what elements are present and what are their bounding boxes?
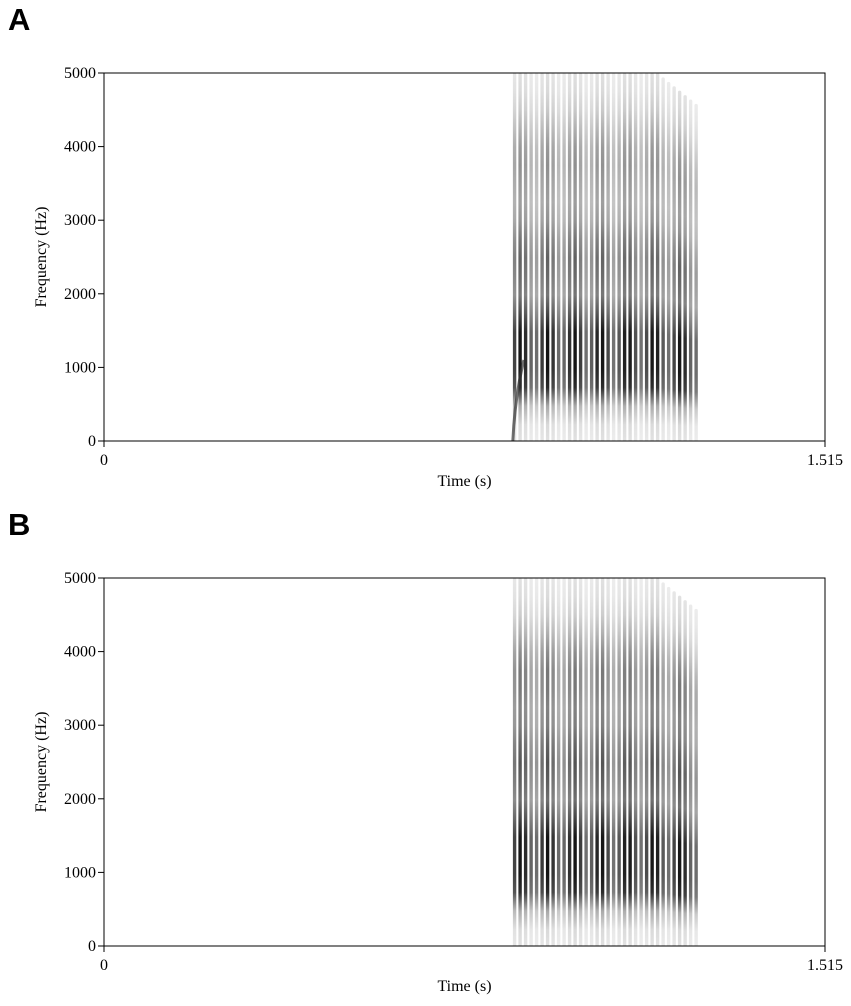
spectrogram-pulse [694,608,698,946]
spectrogram-pulse [589,73,594,441]
spectrogram-pulse [518,73,522,441]
spectrogram-pulse [518,578,522,946]
panel-label: A [8,2,31,37]
plot-frame [103,72,826,442]
spectrogram-pulse [650,578,654,946]
spectrogram-pulse [556,578,561,946]
spectrogram-pulse [677,595,682,946]
spectrogram-pulse [551,578,555,946]
spectrogram-pulse [661,582,665,946]
y-tick-label: 4000 [64,139,96,156]
spectrogram-pulse [650,73,654,441]
y-axis-title: Frequency (Hz) [33,207,50,308]
spectrogram-pulse [677,90,682,441]
spectrogram-pulse [595,73,599,441]
spectrogram-pulse [567,578,572,946]
spectrogram-pulse [644,73,649,441]
panel-b: B 0 1000 2000 3000 4000 5000 0 1.515 Time (s) Fre… [0,505,851,1006]
spectrogram-pulse [611,578,616,946]
spectrogram-pulse [545,73,550,441]
spectrogram-pulse [540,578,544,946]
y-tick-label: 0 [88,938,96,955]
spectrogram-pulse [606,578,610,946]
x-tick-label: 1.515 [807,957,843,974]
spectrogram-pulse [617,73,621,441]
spectrogram-chart: 0 1000 2000 3000 4000 5000 0 1.515 Time (s) Frequ… [33,570,843,995]
spectrogram-pulse [573,73,577,441]
spectrogram-pulse [529,73,533,441]
spectrogram-pulse [556,73,561,441]
spectrogram-pulse [545,578,550,946]
spectrogram-pulse [611,73,616,441]
spectrogram-pulse [534,73,539,441]
y-axis-title: Frequency (Hz) [33,712,50,813]
panel-label: B [8,507,31,542]
spectrogram-pulse [578,578,583,946]
spectrogram-pulse [523,578,528,946]
spectrogram-pulse [562,578,566,946]
spectrogram-pulse [639,73,643,441]
spectrogram-pulse [578,73,583,441]
spectrogram-pulse [551,73,555,441]
spectrogram-pulse [628,578,632,946]
spectrogram-pulse [661,77,665,441]
spectrogram-pulse [622,73,627,441]
spectrogram-pulse [666,81,671,441]
spectrogram-pulse [628,73,632,441]
spectrogram-pulse [600,73,605,441]
spectrogram-pulse [633,578,638,946]
spectrogram-pulse [584,73,588,441]
spectrogram-pulse [666,586,671,946]
y-tick-label: 2000 [64,791,96,808]
spectrogram-pulses [511,73,698,441]
x-tick-label: 0 [100,452,108,469]
y-tick-label: 2000 [64,286,96,303]
x-tick-label: 1.515 [807,452,843,469]
spectrogram-chart: 0 1000 2000 3000 4000 5000 0 1.515 Time (s) Frequ… [33,65,843,490]
spectrogram-pulse [622,578,627,946]
spectrogram-pulse [655,578,660,946]
spectrogram-pulse [655,73,660,441]
spectrogram-pulses [512,578,698,946]
spectrogram-pulse [567,73,572,441]
spectrogram-pulse [512,73,517,441]
x-tick-label: 0 [100,957,108,974]
x-axis-title: Time (s) [437,473,491,490]
y-tick-label: 4000 [64,644,96,661]
spectrogram-pulse [523,73,528,441]
spectrogram-pulse [534,578,539,946]
spectrogram-pulse [606,73,610,441]
spectrogram-pulse [562,73,566,441]
y-tick-label: 1000 [64,359,96,376]
y-tick-label: 0 [88,433,96,450]
spectrogram-pulse [694,103,698,441]
panel-a: A 0 1000 2000 3000 4000 5000 0 1.515 Time (s) Fre… [0,0,851,501]
spectrogram-pulse [688,99,693,441]
y-tick-label: 1000 [64,864,96,881]
spectrogram-pulse [540,73,544,441]
spectrogram-pulse [688,604,693,946]
spectrogram-pulse [589,578,594,946]
spectrogram-pulse [584,578,588,946]
x-axis-title: Time (s) [437,978,491,995]
plot-frame [103,577,826,947]
onset-glide [511,359,526,441]
spectrogram-pulse [672,591,676,946]
y-tick-label: 3000 [64,212,96,229]
y-tick-label: 5000 [64,65,96,82]
spectrogram-pulse [595,578,599,946]
spectrogram-pulse [639,578,643,946]
spectrogram-pulse [644,578,649,946]
spectrogram-pulse [512,578,517,946]
spectrogram-pulse [683,600,687,946]
spectrogram-pulse [683,95,687,441]
spectrogram-pulse [529,578,533,946]
spectrogram-pulse [600,578,605,946]
spectrogram-pulse [633,73,638,441]
spectrogram-pulse [617,578,621,946]
y-tick-label: 3000 [64,717,96,734]
y-tick-label: 5000 [64,570,96,587]
spectrogram-pulse [573,578,577,946]
spectrogram-pulse [672,86,676,441]
